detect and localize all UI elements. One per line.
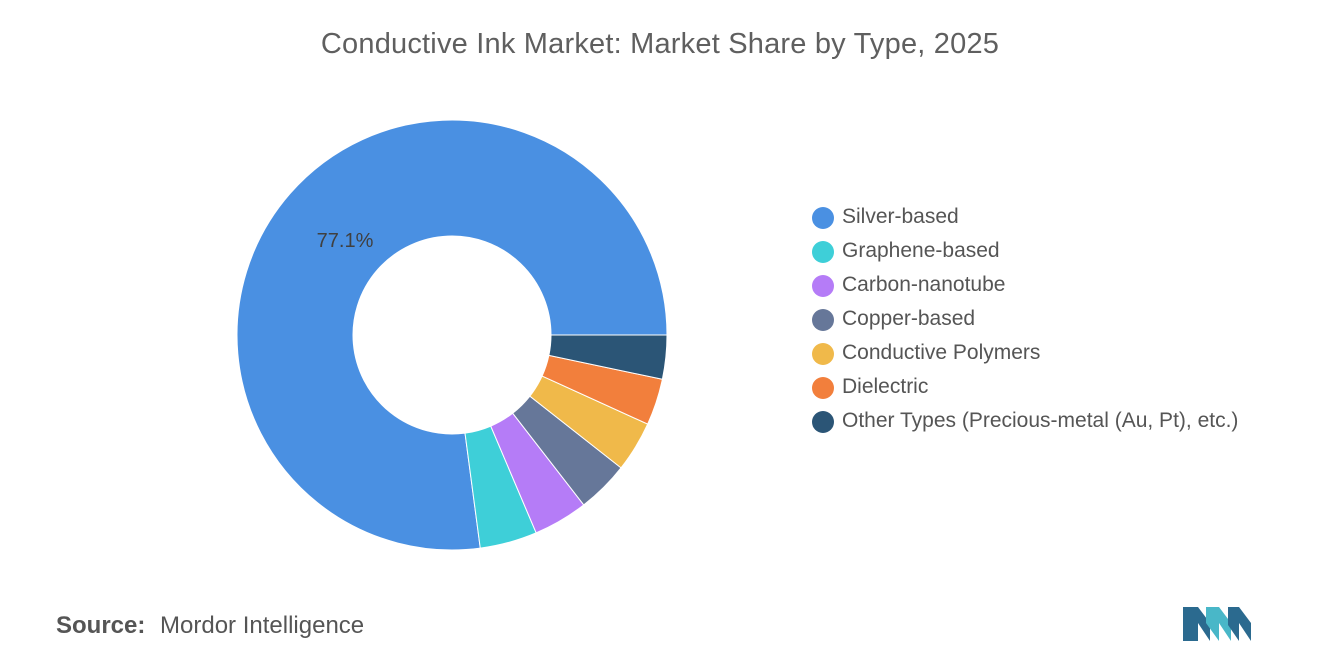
chart-title: Conductive Ink Market: Market Share by T… — [320, 28, 1000, 60]
legend-item: Conductive Polymers — [812, 340, 1242, 366]
legend-swatch — [812, 207, 834, 229]
legend-swatch — [812, 275, 834, 297]
slice-silver-based — [236, 119, 668, 551]
legend-label: Other Types (Precious-metal (Au, Pt), et… — [842, 409, 1239, 432]
legend-label: Conductive Polymers — [842, 341, 1041, 364]
logo-left-shape — [1183, 607, 1210, 641]
legend-item: Carbon-nanotube — [812, 272, 1242, 298]
legend-label: Copper-based — [842, 307, 976, 330]
slice-other-types-precious-metal-au-pt-etc — [548, 334, 668, 380]
legend-swatch — [812, 377, 834, 399]
logo-middle-shape — [1206, 607, 1231, 641]
legend-label: Carbon-nanotube — [842, 273, 1006, 296]
legend-label: Silver-based — [842, 205, 959, 228]
donut-slices — [236, 119, 668, 551]
legend-label: Dielectric — [842, 375, 929, 398]
source-value: Mordor Intelligence — [160, 612, 365, 639]
logo-right-shape — [1228, 607, 1251, 641]
source-note: Source: Mordor Intelligence — [56, 612, 364, 640]
slice-value-label: 77.1% — [317, 230, 374, 252]
legend-label: Graphene-based — [842, 239, 1000, 262]
slice-labels: 77.1% — [317, 230, 374, 252]
legend-swatch — [812, 309, 834, 331]
legend-item: Other Types (Precious-metal (Au, Pt), et… — [812, 408, 1242, 434]
chart-legend: Silver-based Graphene-based Carbon-nanotub… — [812, 204, 1242, 442]
mordor-intelligence-logo — [1183, 607, 1251, 641]
legend-swatch — [812, 241, 834, 263]
legend-item: Dielectric — [812, 374, 1242, 400]
legend-item: Silver-based — [812, 204, 1242, 230]
legend-swatch — [812, 411, 834, 433]
legend-item: Graphene-based — [812, 238, 1242, 264]
legend-swatch — [812, 343, 834, 365]
legend-item: Copper-based — [812, 306, 1242, 332]
source-label: Source: — [56, 612, 146, 639]
